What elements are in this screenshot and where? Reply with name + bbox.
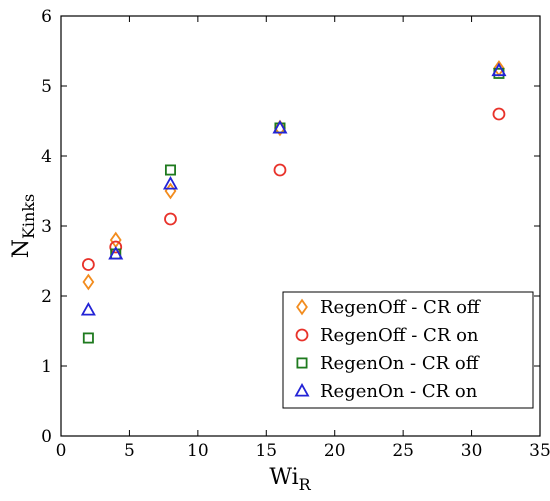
- data-marks: [80, 60, 507, 344]
- x-tick-label: 15: [255, 441, 277, 461]
- x-tick-label: 20: [324, 441, 346, 461]
- y-tick-label: 5: [41, 77, 52, 97]
- y-tick-label: 2: [41, 287, 52, 307]
- data-point-diamond: [164, 182, 177, 200]
- axis-ticks: 0 5 10 15 20 25 30 35 0 1 2 3 4 5 6: [41, 7, 550, 461]
- y-axis-title: NKinks: [9, 194, 38, 259]
- x-tick-label: 0: [56, 441, 67, 461]
- x-axis-title: WiR: [269, 465, 311, 494]
- data-point-triangle: [108, 245, 124, 260]
- data-point-circle: [109, 240, 123, 254]
- data-point-triangle: [272, 119, 288, 134]
- data-point-square: [82, 332, 94, 344]
- x-tick-label: 10: [187, 441, 209, 461]
- legend: RegenOff - CR off RegenOff - CR on RegenOn…: [282, 291, 534, 409]
- x-tick-label: 25: [392, 441, 414, 461]
- data-point-triangle: [162, 175, 179, 190]
- legend-marker-circle: [295, 328, 309, 342]
- y-tick-label: 1: [41, 357, 52, 377]
- data-point-circle: [81, 258, 95, 271]
- legend-marker-triangle: [294, 382, 310, 397]
- legend-label: RegenOff - CR on: [320, 325, 479, 346]
- data-point-diamond: [109, 231, 122, 249]
- legend-marker-diamond: [296, 298, 308, 316]
- legend-label: RegenOff - CR off: [320, 297, 481, 318]
- x-tick-label: 5: [124, 441, 135, 461]
- y-tick-label: 3: [41, 217, 52, 237]
- legend-label: RegenOn - CR off: [320, 353, 480, 374]
- x-tick-label: 30: [461, 441, 483, 461]
- x-tick-label: 35: [529, 441, 550, 461]
- data-point-triangle: [491, 62, 507, 77]
- svg-text:NKinks: NKinks: [9, 194, 38, 259]
- x-axis-title-sub: R: [299, 475, 312, 494]
- y-axis-title-sub: Kinks: [19, 194, 38, 239]
- y-tick-label: 0: [41, 427, 52, 447]
- data-point-triangle: [80, 301, 96, 316]
- y-tick-label: 4: [41, 147, 52, 167]
- data-point-diamond: [82, 273, 95, 291]
- legend-label: RegenOn - CR on: [320, 381, 478, 402]
- legend-marker-square: [296, 357, 308, 369]
- data-point-circle: [164, 212, 177, 226]
- y-axis-title-main: N: [9, 239, 34, 258]
- y-tick-label: 6: [41, 7, 52, 27]
- legend-box: [282, 291, 534, 409]
- data-point-square: [164, 164, 176, 176]
- x-axis-title-main: Wi: [269, 465, 298, 490]
- data-point-circle: [273, 163, 287, 177]
- data-point-circle: [492, 107, 506, 121]
